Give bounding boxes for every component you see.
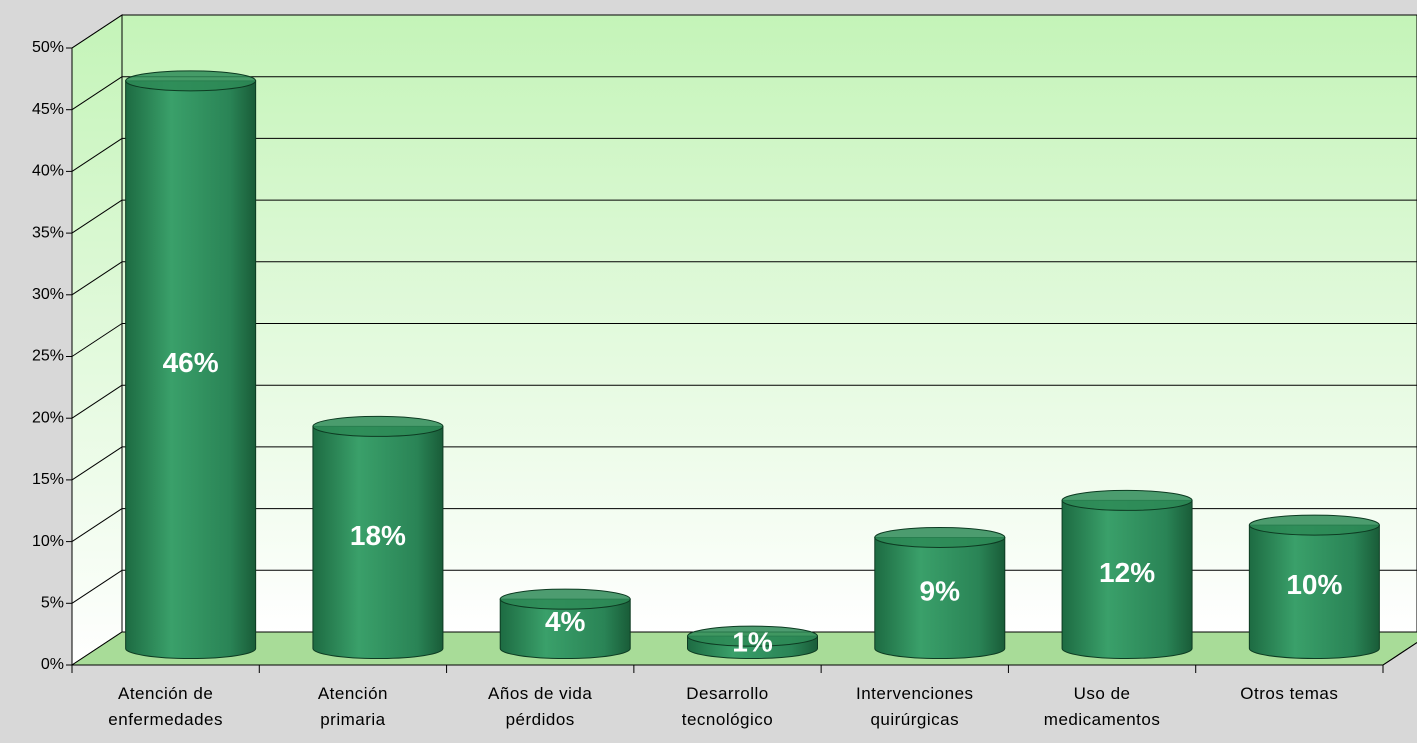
cylinder-body: [874, 536, 1006, 659]
cylinder-body: [312, 425, 444, 659]
cylinder: [874, 526, 1006, 659]
grid-line: [71, 384, 123, 419]
grid-line: [71, 137, 123, 172]
cylinder-top: [874, 526, 1006, 548]
grid-line: [71, 323, 123, 357]
cylinder-top: [1061, 489, 1193, 511]
value-label: 18%: [350, 520, 406, 551]
cylinder: [1248, 514, 1380, 659]
grid-line: [71, 261, 123, 296]
cylinder: [125, 70, 257, 659]
value-label: 9%: [920, 575, 961, 606]
y-tick-label: 5%: [41, 595, 64, 612]
cylinder-top: [1248, 514, 1380, 536]
grid-line: [71, 199, 123, 234]
y-tick-label: 0%: [41, 656, 64, 673]
cylinder-body: [1061, 499, 1193, 659]
y-tick-label: 45%: [32, 101, 64, 118]
cylinder-body: [1248, 524, 1380, 659]
y-tick-label: 30%: [32, 286, 64, 303]
cylinder-body: [499, 598, 631, 659]
grid-line: [71, 14, 123, 49]
grid-line: [71, 508, 123, 543]
value-label: 10%: [1286, 569, 1342, 600]
x-tick-label: Otros temas: [1240, 684, 1339, 703]
value-label: 46%: [163, 347, 219, 378]
value-label: 12%: [1099, 557, 1155, 588]
y-tick-label: 25%: [32, 348, 64, 365]
x-tick-label: Desarrollo tecnológico: [681, 684, 774, 729]
y-tick-label: 20%: [32, 409, 64, 426]
value-label: 4%: [545, 606, 586, 637]
y-tick-label: 40%: [32, 163, 64, 180]
cylinder-body: [125, 80, 257, 659]
cylinder-top: [125, 70, 257, 92]
x-tick-label: Atención primaria: [317, 684, 388, 729]
cylinder: [312, 415, 444, 659]
y-tick-label: 50%: [32, 39, 64, 56]
y-tick-label: 35%: [32, 224, 64, 241]
cylinder: [687, 625, 818, 659]
y-tick-label: 10%: [32, 533, 64, 550]
grid-line: [71, 569, 123, 604]
cylinder: [1061, 489, 1193, 659]
cylinder: [499, 588, 631, 659]
grid-line: [71, 76, 123, 111]
floor-edge: [1382, 641, 1417, 666]
cylinder-top: [687, 625, 818, 647]
x-tick-label: Atención de enfermedades: [108, 684, 223, 729]
x-tick-label: Intervenciones quirúrgicas: [855, 684, 974, 729]
x-tick-label: Años de vida pérdidos: [488, 684, 593, 729]
cylinder-top: [312, 415, 444, 437]
cylinder-top: [499, 588, 631, 610]
x-tick-label: Uso de medicamentos: [1043, 684, 1161, 729]
y-tick-label: 15%: [32, 471, 64, 488]
value-label: 1%: [732, 627, 773, 658]
grid-line: [71, 446, 123, 481]
